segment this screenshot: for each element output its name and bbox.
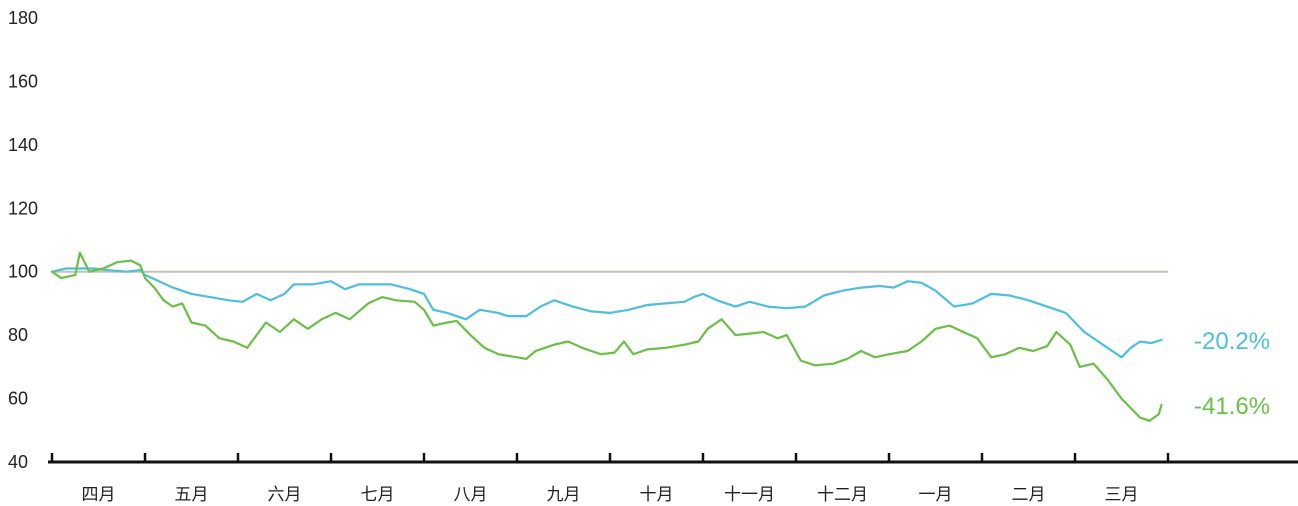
end-labels: -20.2% -41.6% <box>1194 328 1270 420</box>
y-tick-label: 120 <box>8 198 38 218</box>
x-tick-label: 六月 <box>268 485 302 505</box>
y-tick-label: 80 <box>8 325 28 345</box>
y-tick-label: 180 <box>8 8 38 28</box>
x-tick-label: 十月 <box>640 485 674 505</box>
y-tick-label: 160 <box>8 71 38 91</box>
y-tick-label: 60 <box>8 389 28 409</box>
x-tick-label: 九月 <box>547 485 581 505</box>
y-tick-label: 100 <box>8 262 38 282</box>
y-tick-label: 40 <box>8 452 28 472</box>
x-tick-label: 十二月 <box>817 485 868 505</box>
series-line-1 <box>50 267 1163 359</box>
y-tick-label: 140 <box>8 135 38 155</box>
x-tick-label: 八月 <box>454 485 488 505</box>
x-tick-label: 二月 <box>1012 485 1046 505</box>
x-tick-label: 四月 <box>82 485 116 505</box>
x-tick-label: 三月 <box>1105 485 1139 505</box>
x-tick-label: 五月 <box>175 485 209 505</box>
series-group <box>50 251 1163 422</box>
series-end-label: -20.2% <box>1194 328 1270 355</box>
series-end-label: -41.6% <box>1194 393 1270 420</box>
y-axis-ticks: 40 60 80 100 120 140 160 180 <box>8 8 38 472</box>
series-line-2 <box>50 251 1163 422</box>
x-tick-label: 十一月 <box>724 485 775 505</box>
x-tick-label: 一月 <box>919 485 953 505</box>
x-tick-label: 七月 <box>361 485 395 505</box>
x-axis: 四月 五月 六月 七月 八月 九月 十月 十一月 十二月 一月 二月 三月 <box>48 453 1298 505</box>
